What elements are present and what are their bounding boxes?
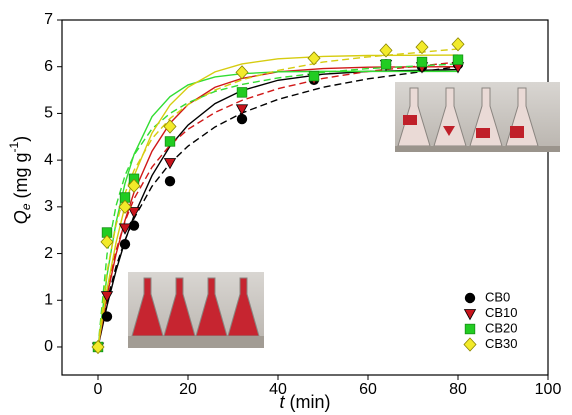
plot-frame xyxy=(61,19,549,376)
fit-curve xyxy=(97,63,459,348)
fit-curve xyxy=(97,66,459,348)
x-tick-label: 0 xyxy=(94,381,103,398)
data-point xyxy=(415,40,429,55)
data-point xyxy=(379,43,393,58)
plot-area: 0 20 40 60 80 100 0 1 2 3 4 5 6 7 xyxy=(44,11,561,398)
y-tick-label: 5 xyxy=(44,105,53,122)
legend-marker xyxy=(464,292,476,304)
data-point xyxy=(101,311,113,322)
legend-label: CB20 xyxy=(485,320,518,335)
data-point xyxy=(416,56,428,68)
data-point xyxy=(127,207,141,219)
data-point xyxy=(163,119,177,134)
data-point xyxy=(236,87,248,98)
y-tick-label: 3 xyxy=(44,198,53,215)
data-point xyxy=(451,37,465,52)
x-tick-label: 40 xyxy=(269,381,287,398)
data-point xyxy=(380,59,392,70)
y-tick-label: 1 xyxy=(44,291,53,308)
y-axis-label: Qe (mg g-1) xyxy=(7,136,33,224)
y-tick-label: 7 xyxy=(44,11,53,28)
legend-label: CB10 xyxy=(485,305,518,320)
photo-inset-after xyxy=(395,82,560,152)
data-point xyxy=(127,178,141,193)
data-point xyxy=(100,234,114,249)
legend-marker xyxy=(463,337,477,352)
data-point xyxy=(128,220,140,231)
data-point xyxy=(100,291,114,303)
data-point xyxy=(308,70,320,82)
data-point xyxy=(236,113,248,125)
legend-label: CB30 xyxy=(485,336,518,351)
x-tick-label: 20 xyxy=(179,381,197,398)
data-point xyxy=(163,158,177,170)
data-point xyxy=(119,239,131,250)
x-tick-label: 60 xyxy=(359,381,377,398)
data-point xyxy=(452,54,464,65)
x-axis-label: t (min) xyxy=(279,392,330,412)
y-tick-label: 4 xyxy=(44,151,53,168)
data-point xyxy=(118,223,132,235)
data-point xyxy=(118,199,132,214)
legend-label: CB0 xyxy=(485,289,510,304)
y-tick-label: 0 xyxy=(44,338,53,355)
fit-curve xyxy=(97,66,459,348)
data-point xyxy=(235,65,249,80)
photo-inset-before xyxy=(128,272,264,348)
data-point xyxy=(164,175,176,187)
data-point xyxy=(91,339,105,355)
x-tick-label: 100 xyxy=(535,381,562,398)
x-tick-label: 80 xyxy=(449,381,467,398)
legend-marker xyxy=(464,323,476,335)
data-point xyxy=(164,136,176,147)
data-point xyxy=(235,104,249,116)
legend-marker xyxy=(463,309,477,321)
y-tick-label: 2 xyxy=(44,245,53,262)
data-point xyxy=(307,51,321,66)
y-tick-label: 6 xyxy=(44,58,53,75)
